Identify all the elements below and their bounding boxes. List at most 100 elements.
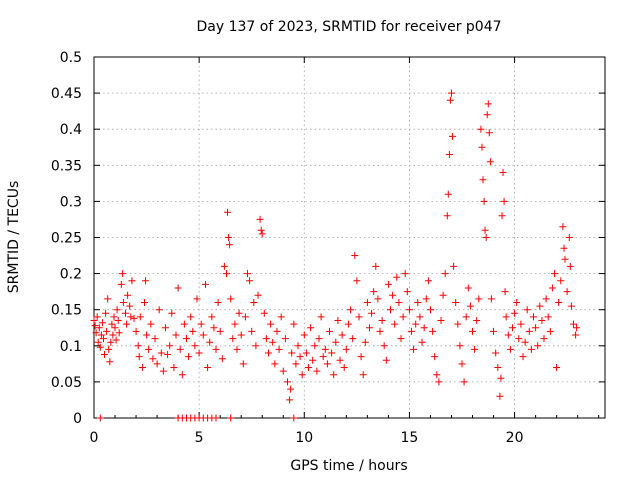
data-point bbox=[134, 342, 142, 350]
data-point bbox=[478, 143, 486, 151]
data-point bbox=[281, 335, 289, 343]
data-point bbox=[374, 295, 382, 303]
data-point bbox=[199, 331, 207, 339]
data-point bbox=[143, 331, 151, 339]
data-point bbox=[414, 299, 422, 306]
data-point bbox=[271, 360, 279, 368]
data-point bbox=[424, 277, 432, 285]
data-point bbox=[446, 96, 454, 104]
data-point bbox=[340, 364, 348, 371]
data-point bbox=[94, 338, 102, 346]
data-point bbox=[235, 309, 243, 317]
data-point bbox=[366, 324, 373, 332]
grid-lines bbox=[94, 57, 605, 418]
data-point bbox=[560, 244, 568, 252]
data-point bbox=[109, 331, 117, 339]
data-point bbox=[429, 327, 437, 335]
x-tick-label: 10 bbox=[295, 430, 313, 446]
data-point bbox=[450, 262, 458, 270]
data-point bbox=[511, 309, 519, 317]
data-point bbox=[128, 277, 136, 285]
data-point bbox=[336, 356, 344, 364]
data-point bbox=[403, 288, 411, 296]
data-point bbox=[145, 345, 153, 353]
data-point bbox=[275, 345, 283, 353]
data-point bbox=[437, 317, 445, 324]
data-point bbox=[288, 349, 296, 357]
data-point bbox=[231, 320, 239, 328]
data-point bbox=[422, 295, 430, 303]
data-point bbox=[279, 367, 287, 375]
data-point bbox=[401, 270, 409, 278]
data-point bbox=[229, 335, 237, 343]
data-point bbox=[408, 327, 415, 335]
data-point bbox=[204, 364, 212, 371]
data-point bbox=[387, 306, 394, 314]
data-point bbox=[481, 226, 489, 234]
data-point bbox=[500, 197, 508, 205]
data-point bbox=[378, 317, 386, 324]
data-point bbox=[405, 306, 413, 314]
data-point bbox=[519, 353, 527, 361]
y-tick-label: 0.1 bbox=[60, 339, 82, 355]
data-point bbox=[416, 313, 424, 321]
data-point bbox=[517, 320, 525, 328]
data-point bbox=[239, 360, 247, 368]
data-point bbox=[570, 320, 577, 328]
data-point bbox=[502, 313, 510, 321]
data-point bbox=[483, 111, 491, 119]
x-tick-label: 5 bbox=[195, 430, 204, 446]
data-point bbox=[313, 367, 321, 375]
data-point bbox=[380, 342, 388, 350]
data-points bbox=[90, 89, 581, 422]
data-point bbox=[117, 280, 125, 288]
data-point bbox=[180, 320, 188, 328]
data-point bbox=[216, 327, 224, 335]
data-point bbox=[176, 345, 184, 353]
data-point bbox=[525, 327, 533, 335]
data-point bbox=[462, 313, 470, 321]
data-point bbox=[399, 313, 407, 321]
data-point bbox=[319, 353, 327, 361]
data-point bbox=[351, 252, 359, 259]
data-point bbox=[393, 273, 401, 281]
data-point bbox=[326, 327, 333, 335]
data-point bbox=[311, 342, 319, 350]
data-point bbox=[332, 338, 340, 346]
data-point bbox=[532, 324, 540, 332]
data-point bbox=[244, 270, 251, 278]
data-point bbox=[224, 208, 231, 216]
data-point bbox=[111, 324, 119, 332]
data-point bbox=[102, 309, 110, 317]
data-point bbox=[260, 309, 268, 317]
data-point bbox=[359, 371, 367, 379]
data-point bbox=[294, 342, 302, 350]
data-point bbox=[484, 100, 492, 108]
data-point bbox=[273, 327, 281, 335]
data-point bbox=[159, 367, 167, 375]
data-point bbox=[92, 329, 100, 337]
data-point bbox=[357, 353, 365, 361]
data-point bbox=[149, 355, 157, 363]
data-point bbox=[551, 270, 558, 278]
data-point bbox=[334, 317, 342, 324]
data-point bbox=[494, 364, 502, 371]
data-point bbox=[227, 414, 235, 422]
data-point bbox=[101, 351, 108, 358]
data-point bbox=[220, 262, 228, 270]
data-point bbox=[321, 345, 329, 353]
data-point bbox=[96, 343, 104, 351]
data-point bbox=[106, 358, 114, 366]
data-point bbox=[250, 299, 258, 306]
data-point bbox=[189, 327, 197, 335]
data-point bbox=[130, 314, 138, 322]
data-point bbox=[412, 320, 420, 328]
data-point bbox=[262, 335, 270, 343]
data-point bbox=[460, 378, 468, 386]
data-point bbox=[315, 335, 323, 343]
y-tick-label: 0 bbox=[73, 411, 82, 427]
data-point bbox=[487, 295, 495, 303]
data-point bbox=[538, 317, 546, 324]
data-point bbox=[136, 313, 144, 321]
